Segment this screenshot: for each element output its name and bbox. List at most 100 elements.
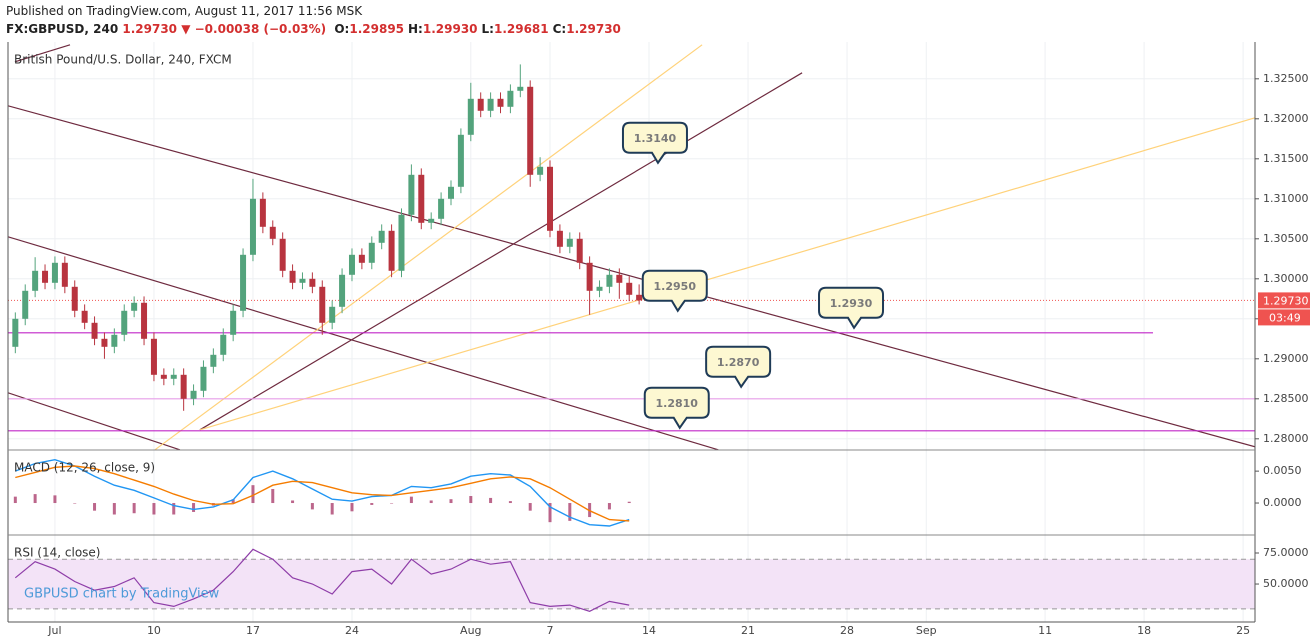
callout-text: 1.3140	[634, 132, 677, 145]
candle-body	[596, 286, 603, 291]
macd-histogram-bar	[251, 485, 255, 504]
macd-histogram-bar	[93, 503, 97, 511]
x-tick-label: 18	[1137, 624, 1151, 637]
x-tick-label: 21	[741, 624, 755, 637]
x-tick-label: 7	[547, 624, 554, 637]
candle-body	[547, 166, 554, 231]
trend-line	[8, 236, 719, 450]
callout	[621, 121, 688, 165]
change: −0.00038 (−0.03%)	[194, 22, 327, 36]
rsi-pane: GBPUSD chart by TradingView	[8, 548, 1255, 612]
callout-text: 1.2930	[830, 297, 873, 310]
candle-body	[378, 230, 385, 243]
x-tick-label: 10	[147, 624, 161, 637]
macd-histogram-bar	[330, 503, 334, 515]
macd-histogram-bar	[271, 488, 275, 504]
candle-body	[12, 318, 19, 347]
candle-body	[497, 98, 504, 107]
candle-body	[32, 270, 39, 291]
trend-line	[199, 72, 803, 431]
candle-body	[131, 302, 138, 311]
callout	[705, 345, 772, 389]
candle-body	[240, 254, 247, 311]
x-tick-label: 24	[345, 624, 359, 637]
ohlc-value: 1.29681	[493, 22, 549, 36]
candle-body	[348, 254, 355, 275]
candle-body	[507, 90, 514, 107]
x-tick-label: Aug	[460, 624, 481, 637]
published: Published on TradingView.com, August 11,…	[6, 4, 363, 18]
candle-body	[358, 254, 365, 263]
candle-body	[428, 218, 435, 223]
callout-text: 1.2950	[654, 280, 697, 293]
ohlc-key: L:	[481, 22, 494, 36]
ohlc-key: O:	[334, 22, 350, 36]
candle-body	[299, 278, 306, 283]
callout-text: 1.2810	[656, 397, 699, 410]
y-tick-label: 1.32000	[1263, 112, 1309, 125]
candle-body	[329, 306, 336, 323]
candle-body	[418, 174, 425, 223]
candle-body	[170, 374, 177, 379]
callout	[643, 386, 710, 430]
macd-histogram-bar	[627, 501, 631, 504]
x-tick-label: Jul	[47, 624, 61, 637]
macd-histogram-bar	[291, 500, 295, 504]
candle-body	[626, 282, 633, 295]
x-tick-label: 14	[642, 624, 656, 637]
macd-histogram-bar	[53, 495, 57, 504]
candle-body	[91, 322, 98, 339]
macd-histogram-bar	[73, 503, 77, 504]
candle-body	[51, 262, 58, 283]
candle-body	[398, 214, 405, 271]
macd-histogram-bar	[429, 500, 433, 504]
macd-histogram-bar	[152, 503, 156, 515]
quote-line: FX:GBPUSD, 240 1.29730 ▼ −0.00038 (−0.03…	[6, 20, 621, 38]
candle-body	[309, 278, 316, 287]
trend-line	[8, 105, 1255, 448]
callout	[641, 269, 708, 313]
y-tick-label: 50.0000	[1263, 577, 1309, 590]
symbol: FX:GBPUSD, 240	[6, 22, 119, 36]
candle-body	[339, 274, 346, 307]
candle-body	[616, 274, 623, 283]
macd-histogram-bar	[13, 496, 17, 504]
candle-body	[141, 302, 148, 339]
watermark: GBPUSD chart by TradingView	[24, 587, 220, 602]
candle-body	[279, 238, 286, 271]
x-tick-label: 17	[246, 624, 260, 637]
x-tick-label: 25	[1236, 624, 1250, 637]
macd-histogram-bar	[528, 503, 532, 511]
candle-body	[576, 238, 583, 263]
last-price-box	[1258, 292, 1310, 309]
countdown: 03:49	[1269, 311, 1301, 324]
macd-histogram-bar	[449, 499, 453, 504]
candle-body	[477, 98, 484, 111]
y-tick-label: 1.28500	[1263, 392, 1309, 405]
macd-histogram-bar	[350, 503, 354, 512]
candle-body	[487, 98, 494, 111]
candle-body	[160, 374, 167, 379]
rsi-band	[8, 559, 1255, 609]
macd-pane	[13, 458, 631, 527]
x-tick-label: Sep	[916, 624, 937, 637]
candle-body	[81, 310, 88, 323]
candle-body	[636, 294, 643, 301]
macd-histogram-bar	[370, 503, 374, 505]
candle-body	[319, 286, 326, 323]
macd-line	[15, 458, 630, 527]
candle-body	[269, 226, 276, 239]
candle-body	[180, 374, 187, 399]
macd-histogram-bar	[310, 503, 314, 510]
candle-body	[230, 310, 237, 335]
candle-body	[249, 198, 256, 255]
candle-body	[42, 270, 49, 283]
macd-line	[15, 465, 630, 522]
candle-body	[606, 274, 613, 287]
callout	[818, 286, 885, 330]
macd-histogram-bar	[469, 496, 473, 504]
macd-histogram-bar	[231, 499, 235, 504]
candle-body	[259, 198, 266, 227]
